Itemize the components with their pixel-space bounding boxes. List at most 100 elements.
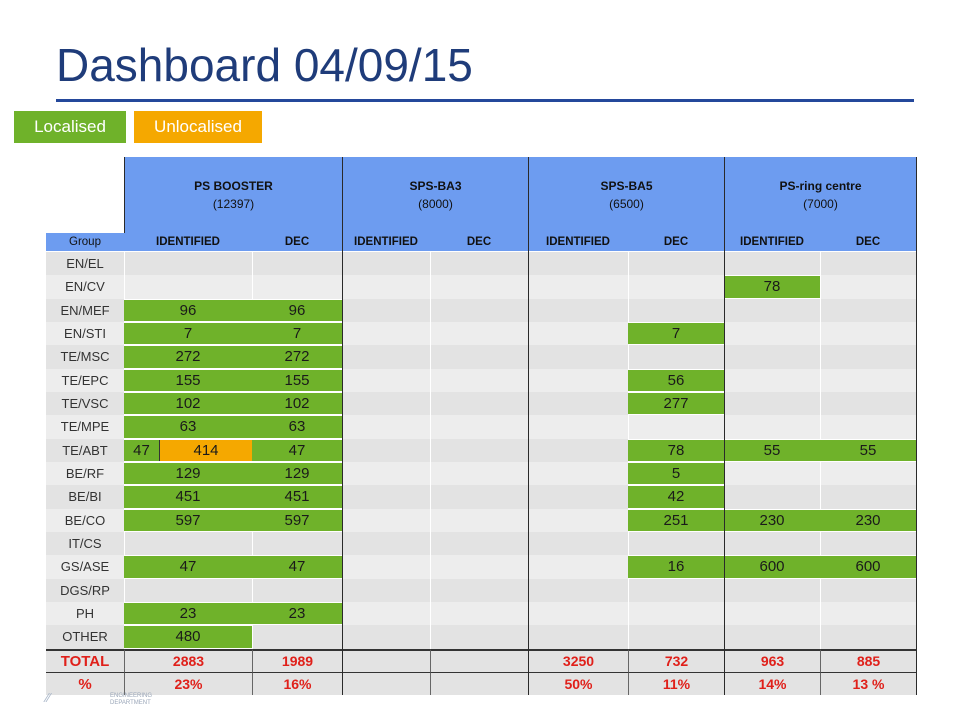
group-label: BE/BI	[46, 485, 124, 509]
percent-row-label: %	[46, 671, 124, 696]
table-cell-empty	[430, 415, 528, 439]
section-name: SPS-BA3	[409, 179, 462, 193]
table-cell: 5	[628, 462, 724, 485]
table-cell-empty	[430, 438, 528, 462]
group-label: PH	[46, 601, 124, 626]
table-cell-empty	[528, 321, 628, 346]
percent-cell: 50%	[528, 671, 628, 696]
table-cell: 47	[252, 439, 342, 461]
group-label: DGS/RP	[46, 578, 124, 602]
table-cell: 47	[124, 439, 159, 461]
table-cell-empty	[252, 625, 342, 649]
table-cell-empty	[430, 625, 528, 649]
table-cell-empty	[820, 368, 916, 392]
table-cell-empty	[124, 578, 252, 602]
column-header: DEC	[820, 233, 916, 251]
table-cell: 7	[124, 322, 252, 345]
table-cell-empty	[342, 345, 430, 369]
table-cell: 63	[252, 416, 342, 438]
table-cell-empty	[724, 391, 820, 416]
dept-line-2: DEPARTMENT	[110, 700, 151, 706]
legend-localised: Localised	[14, 111, 126, 143]
table-cell-empty	[820, 578, 916, 602]
section-code: (12397)	[212, 197, 255, 211]
table-cell-empty	[430, 461, 528, 486]
table-cell-empty	[430, 321, 528, 346]
column-header: IDENTIFIED	[124, 233, 252, 251]
group-label: EN/EL	[46, 252, 124, 276]
table-cell-empty	[820, 461, 916, 486]
table-cell-empty	[628, 298, 724, 322]
table-cell-empty	[342, 555, 430, 579]
section-name: PS-ring centre	[779, 179, 862, 193]
group-label: GS/ASE	[46, 555, 124, 579]
table-cell-empty	[342, 625, 430, 649]
total-cell: 3250	[528, 648, 628, 672]
table-cell: 42	[628, 486, 724, 508]
table-cell: 277	[628, 392, 724, 415]
table-cell-empty	[528, 461, 628, 486]
table-cell: 251	[628, 509, 724, 531]
table-cell-empty	[820, 391, 916, 416]
table-cell-empty	[820, 415, 916, 439]
total-cell: 2883	[124, 648, 252, 672]
table-cell-empty	[628, 578, 724, 602]
section-code: (6500)	[609, 197, 644, 211]
table-cell-empty	[724, 531, 820, 556]
table-cell-empty	[628, 252, 724, 276]
table-cell-empty	[724, 298, 820, 322]
table-cell-empty	[724, 321, 820, 346]
table-cell-empty	[528, 625, 628, 649]
table-cell: 23	[124, 602, 252, 625]
table-cell: 272	[252, 346, 342, 368]
table-cell-empty	[724, 368, 820, 392]
table-cell-empty	[430, 508, 528, 532]
column-header: DEC	[628, 233, 724, 251]
table-cell-empty	[628, 345, 724, 369]
table-cell-empty	[528, 508, 628, 532]
table-cell-empty	[628, 531, 724, 556]
table-cell-empty	[124, 275, 252, 299]
table-cell-empty	[342, 391, 430, 416]
table-cell-empty	[124, 252, 252, 276]
table-cell: 480	[124, 626, 252, 648]
table-cell-empty	[820, 321, 916, 346]
header-blank	[46, 157, 124, 233]
table-cell-empty	[342, 275, 430, 299]
table-cell-empty	[724, 345, 820, 369]
section-header: PS BOOSTER (12397)	[124, 157, 342, 233]
table-cell-empty	[430, 368, 528, 392]
total-cell: 885	[820, 648, 916, 672]
table-cell: 7	[628, 322, 724, 345]
table-cell: 63	[124, 416, 252, 438]
table-cell: 55	[724, 439, 820, 461]
table-cell-empty	[430, 485, 528, 509]
table-cell: 47	[124, 556, 252, 578]
table-cell-empty	[724, 601, 820, 626]
section-divider	[342, 157, 343, 696]
section-header: PS-ring centre (7000)	[724, 157, 916, 233]
group-label: TE/MSC	[46, 345, 124, 369]
group-label: EN/MEF	[46, 298, 124, 322]
table-cell-empty	[342, 601, 430, 626]
table-cell-empty	[430, 275, 528, 299]
table-cell: 155	[124, 369, 252, 391]
table-cell: 16	[628, 556, 724, 578]
table-right-border	[916, 157, 917, 696]
table-cell-empty	[342, 252, 430, 276]
section-name: SPS-BA5	[600, 179, 653, 193]
table-cell: 78	[724, 276, 820, 298]
group-label: TE/MPE	[46, 415, 124, 439]
group-label: TE/VSC	[46, 391, 124, 416]
percent-cell: 16%	[252, 671, 342, 696]
section-divider	[724, 157, 725, 696]
logo-mark-icon: ∕∕	[46, 690, 51, 705]
table-cell-empty	[820, 252, 916, 276]
table-cell-empty	[724, 252, 820, 276]
group-label: EN/STI	[46, 321, 124, 346]
table-cell-empty	[820, 531, 916, 556]
total-cell	[430, 648, 528, 672]
total-cell	[342, 648, 430, 672]
table-cell: 129	[252, 462, 342, 485]
